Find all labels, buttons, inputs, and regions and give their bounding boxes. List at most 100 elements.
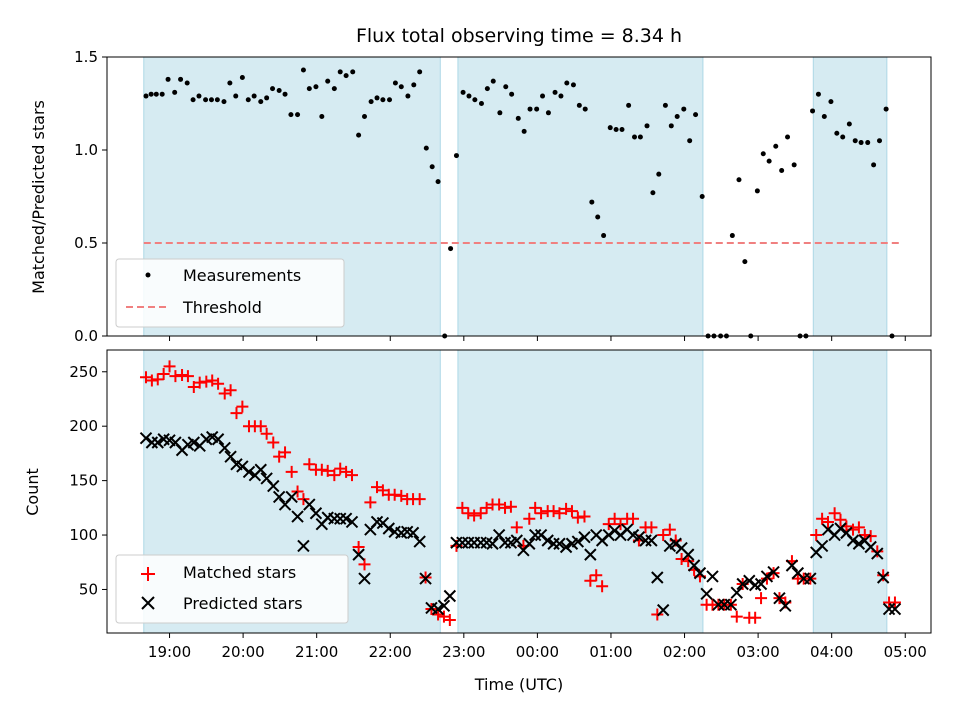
predicted-star-point: [693, 566, 707, 580]
predicted-star-point: [211, 433, 225, 446]
predicted-star-point: [669, 537, 682, 550]
y-tick-label: 250: [69, 363, 98, 381]
measurement-point: [429, 164, 435, 170]
matched-star-point: [504, 500, 517, 513]
matched-star-point: [285, 465, 298, 478]
measurement-point: [264, 95, 270, 101]
x-tick-label: 04:00: [810, 643, 853, 661]
matched-star-point: [193, 376, 206, 389]
predicted-star-point: [846, 534, 860, 547]
matched-star-point: [663, 523, 676, 536]
measurement-point: [656, 171, 662, 177]
predicted-star-point: [345, 515, 359, 529]
predicted-star-point: [736, 577, 749, 591]
y-tick-label: 0.5: [74, 234, 98, 252]
matched-star-point: [547, 505, 560, 518]
predicted-star-point: [498, 536, 512, 549]
predicted-star-point: [541, 534, 554, 547]
measurement-point: [883, 106, 889, 112]
measurement-point: [245, 97, 251, 103]
measurement-point: [203, 97, 209, 103]
measurement-point: [681, 106, 687, 112]
top-y-axis-label: Matched/Predicted stars: [29, 100, 48, 294]
matched-star-point: [499, 501, 512, 514]
measurement-point: [276, 87, 282, 93]
measurement-point: [214, 97, 220, 103]
predicted-star-point: [760, 570, 774, 583]
matched-star-point: [529, 501, 542, 514]
predicted-star-point: [413, 535, 426, 548]
legend-threshold-label: Threshold: [182, 298, 262, 317]
measurement-point: [239, 74, 245, 80]
matched-star-point: [584, 574, 597, 587]
measurement-point: [478, 101, 484, 106]
measurement-point: [582, 106, 588, 112]
matched-star-point: [321, 464, 334, 477]
measurement-point: [619, 127, 625, 133]
measurement-point: [466, 93, 472, 99]
measurement-point: [196, 93, 202, 99]
measurement-point: [852, 138, 858, 144]
predicted-star-point: [358, 572, 371, 585]
predicted-star-point: [352, 548, 365, 561]
matched-star-point: [565, 505, 578, 518]
predicted-star-point: [571, 535, 585, 548]
measurement-point: [497, 110, 503, 116]
measurement-point: [736, 177, 742, 183]
matched-star-point: [212, 377, 225, 390]
measurement-point: [362, 114, 367, 120]
measurement-point: [662, 102, 668, 108]
top-y-ticks: 0.0 0.5 1.0 1.5: [74, 48, 107, 345]
predicted-star-point: [871, 547, 884, 560]
measurement-point: [821, 114, 827, 120]
y-tick-label: 150: [69, 472, 98, 490]
x-tick-label: 05:00: [884, 643, 927, 661]
predicted-star-point: [834, 522, 847, 535]
predicted-star-point: [584, 548, 597, 561]
matched-star-point: [864, 530, 877, 543]
measurement-point: [527, 106, 533, 112]
x-tick-label: 03:00: [736, 643, 779, 661]
predicted-star-point: [339, 512, 353, 525]
matched-star-point: [888, 596, 901, 609]
matched-star-point: [200, 375, 213, 388]
x-axis-label: Time (UTC): [474, 675, 563, 694]
measurement-point: [184, 80, 190, 86]
matched-star-point: [828, 507, 841, 520]
predicted-star-point: [303, 498, 316, 511]
matched-star-point: [578, 510, 591, 523]
y-tick-label: 200: [69, 417, 98, 435]
measurement-point: [448, 246, 454, 252]
measurement-point: [484, 86, 490, 92]
predicted-star-point: [876, 571, 890, 584]
measurement-point: [251, 93, 257, 99]
matched-star-point: [260, 427, 273, 440]
measurement-point: [540, 93, 546, 99]
bottom-legend: Matched stars Predicted stars: [115, 554, 349, 624]
top-x-ticks: [169, 336, 906, 341]
measurement-point: [773, 143, 779, 149]
x-tick-label: 23:00: [442, 643, 485, 661]
matched-star-point: [596, 580, 609, 593]
measurement-point: [576, 102, 582, 108]
matched-star-point: [456, 501, 469, 514]
matched-star-point: [571, 511, 584, 524]
measurement-point: [490, 78, 496, 84]
measurement-point: [742, 259, 748, 265]
measurement-point: [411, 82, 417, 88]
measurement-point: [674, 114, 680, 120]
matched-star-point: [279, 446, 292, 459]
matched-star-point: [364, 496, 377, 509]
legend-measurements-label: Measurements: [183, 266, 301, 285]
shaded-interval: [457, 349, 704, 634]
predicted-star-point: [242, 465, 256, 479]
matched-star-point: [181, 370, 194, 383]
predicted-star-point: [559, 540, 573, 554]
bottom-axes-frame: [106, 349, 932, 634]
predicted-star-point: [267, 479, 280, 493]
measurement-point: [208, 97, 214, 103]
predicted-star-point: [437, 599, 451, 612]
matched-star-point: [682, 555, 695, 568]
measurement-point: [337, 69, 343, 75]
predicted-star-point: [297, 539, 310, 553]
